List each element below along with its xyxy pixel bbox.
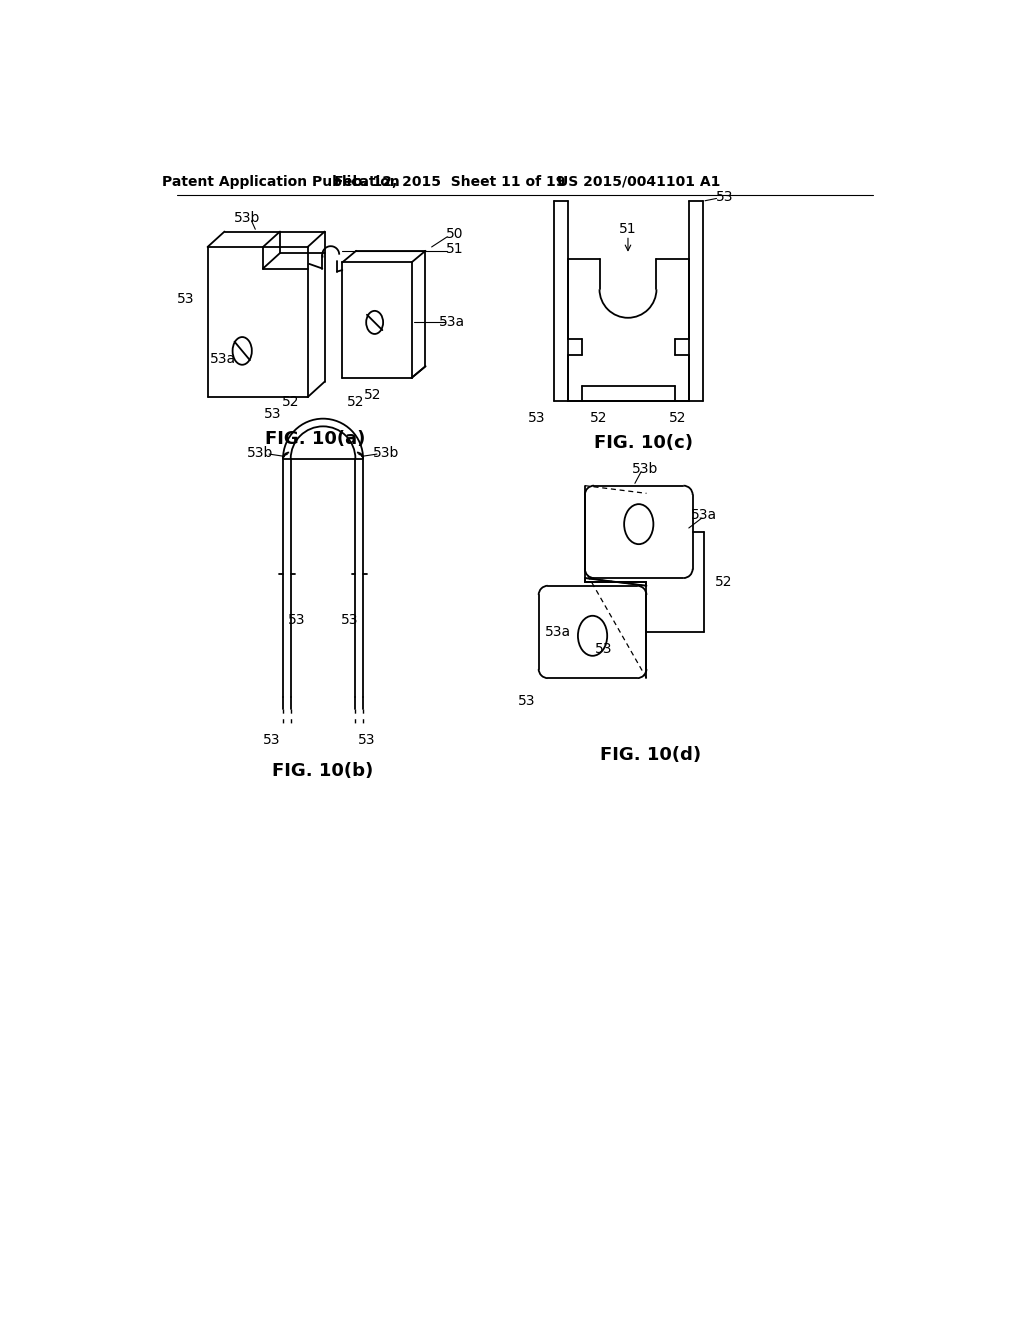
- Text: 53: 53: [177, 292, 195, 306]
- Text: 53: 53: [528, 411, 546, 425]
- Text: FIG. 10(c): FIG. 10(c): [594, 434, 693, 453]
- Text: 53: 53: [716, 190, 733, 203]
- Text: 53b: 53b: [373, 446, 399, 459]
- Text: FIG. 10(a): FIG. 10(a): [265, 430, 366, 449]
- Text: 53: 53: [358, 733, 376, 747]
- Text: FIG. 10(d): FIG. 10(d): [600, 746, 700, 764]
- Text: 53a: 53a: [210, 351, 236, 366]
- Text: 53b: 53b: [247, 446, 273, 459]
- Text: 50: 50: [446, 227, 464, 240]
- Text: FIG. 10(b): FIG. 10(b): [272, 762, 374, 780]
- Text: 53b: 53b: [632, 462, 658, 475]
- Text: 52: 52: [715, 576, 732, 589]
- Text: 53: 53: [263, 733, 281, 747]
- Text: 53: 53: [595, 642, 612, 656]
- Text: 51: 51: [445, 243, 464, 256]
- Text: 52: 52: [669, 411, 686, 425]
- Text: 52: 52: [347, 395, 365, 409]
- Text: 53b: 53b: [234, 211, 261, 224]
- Text: 53a: 53a: [439, 315, 466, 330]
- Text: 53: 53: [341, 614, 358, 627]
- Text: 53a: 53a: [545, 624, 571, 639]
- Text: 52: 52: [365, 388, 382, 401]
- Text: US 2015/0041101 A1: US 2015/0041101 A1: [557, 174, 721, 189]
- Text: 52: 52: [590, 411, 607, 425]
- Text: Patent Application Publication: Patent Application Publication: [162, 174, 399, 189]
- Text: 51: 51: [620, 222, 637, 236]
- Text: 53: 53: [264, 407, 282, 421]
- Text: 53a: 53a: [691, 508, 717, 521]
- Text: Feb. 12, 2015  Sheet 11 of 19: Feb. 12, 2015 Sheet 11 of 19: [335, 174, 566, 189]
- Text: 53: 53: [518, 694, 536, 709]
- Text: 52: 52: [282, 395, 299, 409]
- Text: 53: 53: [288, 614, 305, 627]
